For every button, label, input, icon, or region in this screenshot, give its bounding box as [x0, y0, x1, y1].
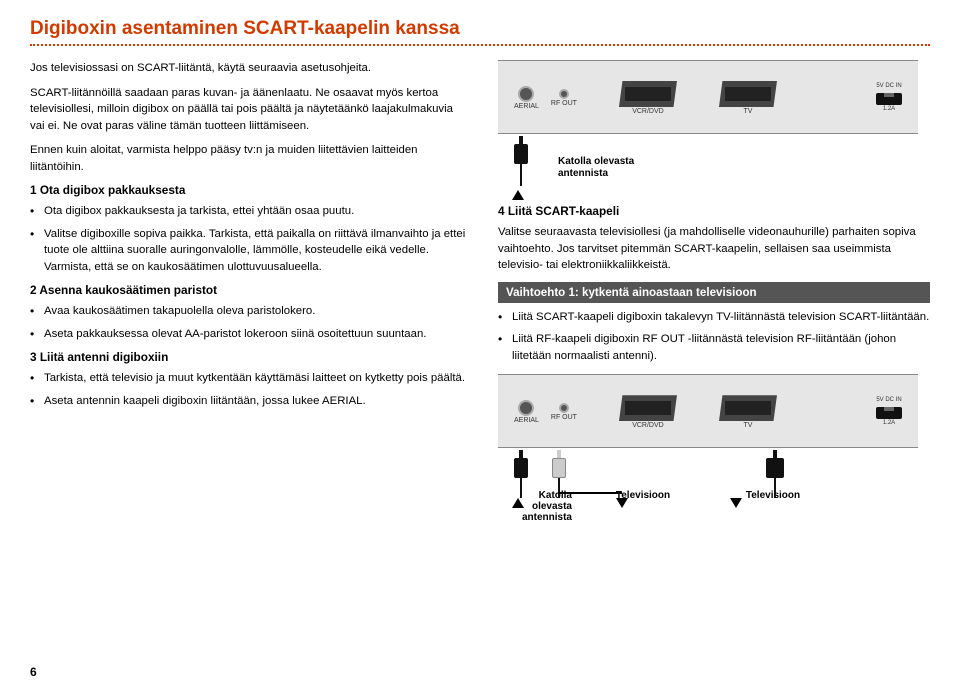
- scart-plug-icon: [766, 450, 784, 478]
- device-panel-bottom: AERIAL RF OUT VCR/DVD TV 5V: [498, 374, 918, 448]
- step-1-item1: Ota digibox pakkauksesta ja tarkista, et…: [30, 203, 470, 220]
- port-rfout: RF OUT: [551, 87, 577, 107]
- port-rfout2: RF OUT: [551, 401, 577, 421]
- rfout-label: RF OUT: [551, 100, 577, 107]
- vcrdvd-label: VCR/DVD: [619, 108, 677, 115]
- pwr-bot-label: 1.2A: [876, 106, 902, 112]
- arrow-down2-icon: [730, 498, 742, 508]
- device-panel-top: AERIAL RF OUT VCR/DVD TV 5V: [498, 60, 918, 134]
- step-3-list: Tarkista, että televisio ja muut kytkent…: [30, 370, 470, 409]
- port-aerial2: AERIAL: [514, 398, 539, 424]
- step-1-item2: Valitse digiboxille sopiva paikka. Tarki…: [30, 226, 470, 276]
- tv-label: TV: [719, 108, 777, 115]
- step-3-heading: 3 Liitä antenni digiboxiin: [30, 350, 470, 364]
- power2-connector-icon: [876, 407, 902, 419]
- vcrdvd2-label: VCR/DVD: [619, 422, 677, 429]
- page-number: 6: [30, 665, 37, 679]
- aerial2-connector-icon: [518, 400, 534, 416]
- left-column: Jos televisiossasi on SCART-liitäntä, kä…: [30, 60, 470, 523]
- panel-bottom-wrap: AERIAL RF OUT VCR/DVD TV 5V: [498, 374, 930, 448]
- content-columns: Jos televisiossasi on SCART-liitäntä, kä…: [30, 60, 930, 523]
- port-tv2: TV: [719, 393, 777, 429]
- step-1-list: Ota digibox pakkauksesta ja tarkista, et…: [30, 203, 470, 275]
- power-connector-icon: [876, 93, 902, 105]
- aerial-connector-icon: [518, 86, 534, 102]
- port-vcrdvd2: VCR/DVD: [619, 393, 677, 429]
- intro-p1: Jos televisiossasi on SCART-liitäntä, kä…: [30, 60, 470, 77]
- rfout2-connector-icon: [559, 403, 569, 413]
- arrow-up-icon: [512, 190, 524, 200]
- aerial-plug-icon: [512, 136, 530, 164]
- bottom-labels: Katolla olevasta antennista Televisioon …: [498, 490, 918, 523]
- tv2-label: TV: [719, 422, 777, 429]
- arrow-up2-icon: [512, 498, 524, 508]
- pwr2-bot-label: 1.2A: [876, 420, 902, 426]
- step-1-heading: 1 Ota digibox pakkauksesta: [30, 183, 470, 197]
- arrow-down1-icon: [616, 498, 628, 508]
- step-4-p: Valitse seuraavasta televisiollesi (ja m…: [498, 224, 930, 274]
- intro-p3: Ennen kuin aloitat, varmista helppo pääs…: [30, 142, 470, 175]
- title-underline: [30, 44, 930, 46]
- panel-top-wrap: AERIAL RF OUT VCR/DVD TV 5V: [498, 60, 930, 134]
- step-2-item2: Aseta pakkauksessa olevat AA-paristot lo…: [30, 326, 470, 343]
- scart-vcr-icon: [619, 81, 677, 107]
- port-tv: TV: [719, 79, 777, 115]
- option-1-item2: Liitä RF-kaapeli digiboxin RF OUT -liitä…: [498, 331, 930, 364]
- step-3-item1: Tarkista, että televisio ja muut kytkent…: [30, 370, 470, 387]
- step-3-item2: Aseta antennin kaapeli digiboxin liitänt…: [30, 393, 470, 410]
- port-power: 5V DC IN 1.2A: [876, 83, 902, 112]
- aerial-label: AERIAL: [514, 103, 539, 110]
- option-1-heading: Vaihtoehto 1: kytkentä ainoastaan televi…: [498, 282, 930, 303]
- intro-p2: SCART-liitännöillä saadaan paras kuvan- …: [30, 85, 470, 135]
- step-4-heading: 4 Liitä SCART-kaapeli: [498, 204, 930, 218]
- rfout2-label: RF OUT: [551, 414, 577, 421]
- label-aerial: Katolla olevasta antennista: [498, 490, 578, 523]
- port-power2: 5V DC IN 1.2A: [876, 397, 902, 426]
- scart-vcr2-icon: [619, 395, 677, 421]
- pwr2-top-label: 5V DC IN: [876, 397, 902, 403]
- scart-tv2-icon: [719, 395, 777, 421]
- rf-plug-icon: [550, 450, 568, 478]
- port-aerial: AERIAL: [514, 84, 539, 110]
- pwr-top-label: 5V DC IN: [876, 83, 902, 89]
- step-2-list: Avaa kaukosäätimen takapuolella oleva pa…: [30, 303, 470, 342]
- rfout-connector-icon: [559, 89, 569, 99]
- label-tv2: Televisioon: [708, 490, 838, 523]
- option-1-list: Liitä SCART-kaapeli digiboxin takalevyn …: [498, 309, 930, 365]
- option-1-item1: Liitä SCART-kaapeli digiboxin takalevyn …: [498, 309, 930, 326]
- aerial2-plug-icon: [512, 450, 530, 478]
- step-2-heading: 2 Asenna kaukosäätimen paristot: [30, 283, 470, 297]
- step-2-item1: Avaa kaukosäätimen takapuolella oleva pa…: [30, 303, 470, 320]
- page-title: Digiboxin asentaminen SCART-kaapelin kan…: [30, 18, 930, 40]
- port-vcrdvd: VCR/DVD: [619, 79, 677, 115]
- rf-cable-line: [558, 492, 622, 494]
- right-column: AERIAL RF OUT VCR/DVD TV 5V: [498, 60, 930, 523]
- aerial2-label: AERIAL: [514, 417, 539, 424]
- top-caption: Katolla olevasta antennista: [558, 156, 648, 180]
- label-tv1: Televisioon: [578, 490, 708, 523]
- scart-tv-icon: [719, 81, 777, 107]
